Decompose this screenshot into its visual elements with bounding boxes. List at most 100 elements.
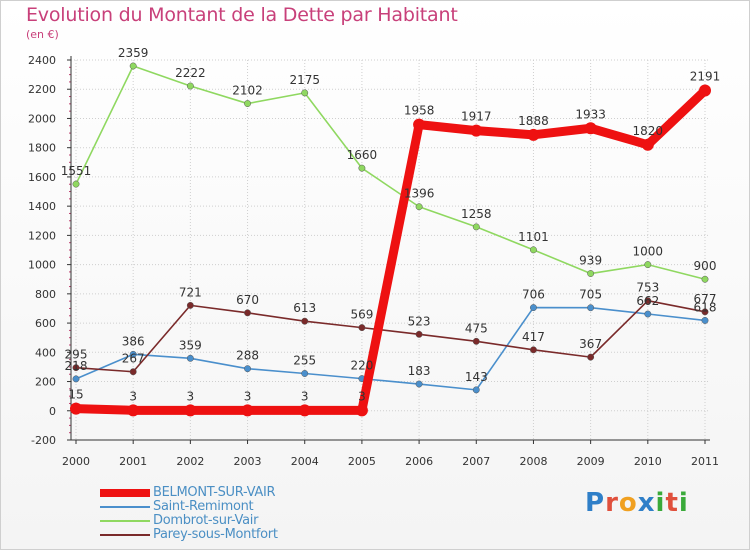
logo-letter: o bbox=[618, 488, 638, 518]
data-label: 670 bbox=[236, 293, 259, 307]
data-label: 288 bbox=[236, 349, 259, 363]
data-point bbox=[587, 304, 595, 312]
proxiti-logo: Proxiti bbox=[585, 488, 689, 518]
data-label: 2222 bbox=[175, 66, 206, 80]
data-point bbox=[527, 128, 540, 141]
data-label: 255 bbox=[293, 354, 316, 368]
data-point bbox=[244, 100, 251, 108]
series-line-belmont-sur-vair bbox=[71, 86, 710, 415]
legend-swatch bbox=[100, 506, 150, 508]
data-label: 1958 bbox=[404, 104, 435, 118]
data-point bbox=[644, 297, 652, 305]
y-tick-label: 200 bbox=[35, 376, 56, 389]
axes bbox=[67, 56, 710, 444]
data-point bbox=[301, 89, 309, 97]
data-point bbox=[358, 324, 366, 332]
data-label: 523 bbox=[408, 314, 431, 328]
data-point bbox=[186, 301, 194, 309]
data-label: 15 bbox=[68, 388, 83, 402]
y-tick-label: 1400 bbox=[28, 200, 56, 213]
data-labels: 15 3 3 3 3 3 1958 1917 1888 1933 1820 2191 218 386 359… bbox=[61, 46, 721, 403]
data-point bbox=[301, 317, 309, 325]
data-point bbox=[186, 354, 194, 362]
data-label: 900 bbox=[694, 259, 717, 273]
data-point bbox=[644, 261, 652, 269]
data-point bbox=[415, 203, 423, 211]
x-tick-label: 2001 bbox=[119, 455, 147, 468]
legend-swatch bbox=[100, 534, 150, 536]
data-point bbox=[72, 364, 80, 372]
data-point bbox=[72, 180, 80, 188]
y-tick-label: 0 bbox=[49, 405, 56, 418]
legend-swatch bbox=[100, 520, 150, 522]
y-tick-label: 1800 bbox=[28, 142, 56, 155]
data-label: 1101 bbox=[518, 230, 549, 244]
data-point bbox=[415, 380, 423, 388]
legend-label: Parey-sous-Montfort bbox=[153, 527, 278, 542]
data-label: 1000 bbox=[633, 245, 664, 259]
y-tick-label: -200 bbox=[31, 434, 56, 447]
data-point bbox=[470, 124, 483, 137]
data-point bbox=[129, 350, 137, 358]
data-label: 218 bbox=[65, 359, 88, 373]
legend-swatch bbox=[100, 489, 150, 497]
data-label: 2102 bbox=[232, 84, 263, 98]
data-label: 677 bbox=[694, 292, 717, 306]
data-point bbox=[244, 365, 251, 373]
x-tick-label: 2004 bbox=[291, 455, 319, 468]
data-point bbox=[129, 368, 137, 376]
logo-letter: r bbox=[605, 488, 619, 518]
data-label: 3 bbox=[358, 389, 366, 403]
data-point bbox=[184, 404, 197, 417]
x-tick-label: 2010 bbox=[634, 455, 662, 468]
data-label: 705 bbox=[579, 288, 602, 302]
data-point bbox=[530, 246, 537, 254]
data-point bbox=[641, 138, 654, 151]
data-label: 1551 bbox=[61, 164, 92, 178]
series-line-dombrot-sur-vair bbox=[75, 65, 706, 281]
y-tick-labels: -200 0 200 400 600 800 1000 1200 1400 1600 1800 200… bbox=[28, 54, 56, 447]
data-point bbox=[584, 122, 597, 135]
y-tick-label: 1200 bbox=[28, 229, 56, 242]
legend-label: Saint-Remimont bbox=[153, 499, 254, 514]
x-tick-label: 2009 bbox=[577, 455, 605, 468]
data-label: 417 bbox=[522, 330, 545, 344]
data-point bbox=[472, 223, 480, 231]
data-point bbox=[530, 304, 537, 312]
data-point bbox=[530, 346, 537, 354]
data-point bbox=[127, 404, 140, 417]
y-tick-label: 2000 bbox=[28, 112, 56, 125]
data-point bbox=[699, 84, 711, 97]
x-tick-label: 2005 bbox=[348, 455, 376, 468]
data-label: 183 bbox=[408, 364, 431, 378]
logo-letter: i bbox=[655, 488, 666, 518]
data-label: 295 bbox=[65, 348, 88, 362]
chart-title: Evolution du Montant de la Dette par Hab… bbox=[26, 4, 458, 26]
data-label: 939 bbox=[579, 254, 602, 268]
x-tick-labels: 2000 2001 2002 2003 2004 2005 2006 2007 2008 2009… bbox=[62, 455, 719, 468]
y-tick-label: 2200 bbox=[28, 83, 56, 96]
logo-letter: P bbox=[585, 488, 606, 518]
data-label: 1660 bbox=[347, 148, 378, 162]
y-tick-label: 2400 bbox=[28, 54, 56, 67]
x-tick-label: 2008 bbox=[519, 455, 547, 468]
data-label: 143 bbox=[465, 370, 488, 384]
data-label: 3 bbox=[129, 389, 137, 403]
series-line-parey-sous-montfort bbox=[75, 299, 706, 373]
data-point bbox=[701, 275, 709, 283]
legend-label: BELMONT-SUR-VAIR bbox=[153, 485, 276, 500]
data-point bbox=[241, 404, 254, 417]
data-label: 359 bbox=[179, 338, 202, 352]
legend-label: Dombrot-sur-Vair bbox=[153, 513, 259, 528]
data-point bbox=[701, 316, 709, 324]
logo-letter: x bbox=[637, 488, 656, 518]
data-label: 3 bbox=[301, 389, 309, 403]
y-tick-label: 400 bbox=[35, 346, 56, 359]
data-label: 267 bbox=[122, 352, 145, 366]
data-point bbox=[587, 353, 595, 361]
data-label: 1933 bbox=[575, 107, 606, 121]
x-tick-label: 2006 bbox=[405, 455, 433, 468]
data-point bbox=[186, 82, 194, 90]
data-point bbox=[415, 330, 423, 338]
